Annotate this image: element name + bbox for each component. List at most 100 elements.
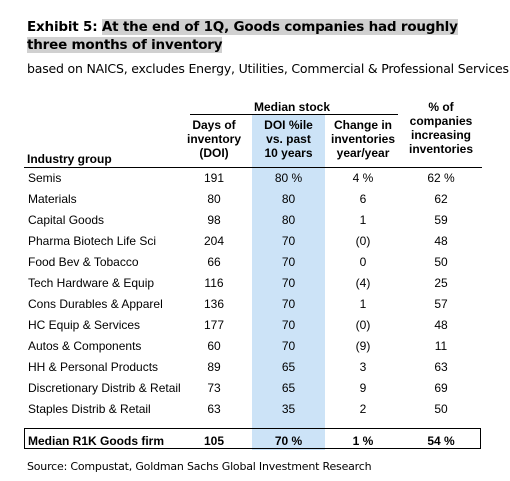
doi-value: 65 (281, 381, 296, 395)
industry-name: Discretionary Distrib & Retail (28, 381, 181, 395)
exhibit-label: Exhibit 5: (27, 19, 98, 35)
table-row: Pharma Biotech Life Sci 204 70 (0) 48 (0, 231, 510, 251)
doi-value: 70 (281, 297, 296, 311)
pct-value: 11 (434, 339, 448, 353)
header-line: vs. past (266, 132, 311, 146)
doi-value: 70 (281, 276, 296, 290)
industry-name: Capital Goods (28, 213, 105, 227)
doi-value: 80 (281, 192, 296, 206)
change-value: (0) (355, 318, 371, 332)
change-value: (4) (355, 276, 371, 290)
median-stock-header: Median stock (253, 100, 331, 114)
table-row: Food Bev & Tobacco 66 70 0 50 (0, 252, 510, 272)
change-value: 0 (359, 255, 367, 269)
header-line: increasing (410, 128, 472, 142)
header-rule (24, 167, 482, 168)
table-row: HC Equip & Services 177 70 (0) 48 (0, 315, 510, 335)
industry-name: Autos & Components (28, 339, 142, 353)
pct-value: 48 (434, 234, 448, 248)
change-value: 2 (359, 402, 367, 416)
header-line: inventory (186, 132, 241, 146)
days-value: 60 (207, 339, 221, 353)
doi-percentile-highlight (252, 114, 325, 450)
header-line: 10 years (264, 146, 313, 160)
total-pct-value: 54 % (427, 434, 455, 448)
total-change-value: 1 % (352, 434, 374, 448)
days-value: 98 (207, 213, 221, 227)
header-line: % of (428, 100, 454, 114)
doi-value: 70 (281, 318, 296, 332)
days-value: 89 (207, 360, 221, 374)
doi-value: 80 (281, 213, 296, 227)
table-row: Capital Goods 98 80 1 59 (0, 210, 510, 230)
days-value: 66 (207, 255, 221, 269)
table-row: Materials 80 80 6 62 (0, 189, 510, 209)
pct-value: 63 (434, 360, 448, 374)
table-row: Discretionary Distrib & Retail 73 65 9 6… (0, 378, 510, 398)
industry-name: HC Equip & Services (28, 318, 141, 332)
industry-name: Materials (28, 192, 77, 206)
pct-value: 25 (434, 276, 448, 290)
days-inventory-header: Days of inventory (DOI) (184, 118, 244, 160)
pct-value: 59 (434, 213, 448, 227)
industry-name: Cons Durables & Apparel (28, 297, 163, 311)
doi-value: 70 (281, 234, 296, 248)
header-line: DOI %ile (264, 118, 313, 132)
change-value: 9 (359, 381, 367, 395)
total-row-border (24, 428, 481, 449)
total-doi-value: 70 % (274, 434, 303, 448)
table-row: HH & Personal Products 89 65 3 63 (0, 357, 510, 377)
change-value: 4 % (352, 171, 374, 185)
header-line: year/year (336, 146, 390, 160)
change-value: 6 (359, 192, 367, 206)
table-row: Tech Hardware & Equip 116 70 (4) 25 (0, 273, 510, 293)
header-line: inventories (330, 132, 396, 146)
pct-value: 48 (434, 318, 448, 332)
pct-value: 62 (434, 192, 448, 206)
table-row: Semis 191 80 % 4 % 62 % (0, 168, 510, 188)
industry-name: Pharma Biotech Life Sci (28, 234, 157, 248)
industry-name: Tech Hardware & Equip (28, 276, 155, 290)
industry-group-header: Industry group (27, 152, 112, 166)
pct-value: 69 (434, 381, 448, 395)
doi-value: 70 (281, 339, 296, 353)
total-days-value: 105 (203, 434, 225, 448)
header-line: inventories (408, 142, 474, 156)
header-line: (DOI) (199, 146, 229, 160)
change-value: (9) (355, 339, 371, 353)
source-note: Source: Compustat, Goldman Sachs Global … (27, 460, 372, 473)
doi-value: 65 (281, 360, 296, 374)
pct-companies-header: % of companies increasing inventories (405, 100, 477, 156)
median-stock-rule (190, 114, 398, 115)
pct-value: 50 (434, 255, 448, 269)
days-value: 80 (207, 192, 221, 206)
change-value: 3 (359, 360, 367, 374)
days-value: 177 (203, 318, 225, 332)
doi-value: 35 (281, 402, 296, 416)
days-value: 116 (204, 276, 224, 290)
header-line: Change in (333, 118, 392, 132)
exhibit-subtitle: based on NAICS, excludes Energy, Utiliti… (27, 61, 509, 76)
header-line: Days of (192, 118, 236, 132)
doi-value: 80 % (274, 171, 303, 185)
days-value: 63 (207, 402, 221, 416)
doi-percentile-header: DOI %ile vs. past 10 years (252, 118, 325, 160)
exhibit-title: Exhibit 5: At the end of 1Q, Goods compa… (27, 18, 487, 54)
industry-name: Food Bev & Tobacco (28, 255, 139, 269)
industry-name: Semis (28, 171, 62, 185)
change-inventories-header: Change in inventories year/year (326, 118, 400, 160)
doi-value: 70 (281, 255, 296, 269)
industry-name: Staples Distrib & Retail (28, 402, 151, 416)
days-value: 191 (203, 171, 225, 185)
header-line: companies (409, 114, 473, 128)
change-value: 1 (359, 297, 367, 311)
change-value: (0) (355, 234, 371, 248)
total-name: Median R1K Goods firm (28, 434, 165, 448)
table-row: Cons Durables & Apparel 136 70 1 57 (0, 294, 510, 314)
total-row: Median R1K Goods firm 105 70 % 1 % 54 % (0, 431, 510, 451)
days-value: 73 (207, 381, 221, 395)
table-row: Staples Distrib & Retail 63 35 2 50 (0, 399, 510, 419)
table-row: Autos & Components 60 70 (9) 11 (0, 336, 510, 356)
pct-value: 62 % (427, 171, 455, 185)
days-value: 136 (203, 297, 225, 311)
